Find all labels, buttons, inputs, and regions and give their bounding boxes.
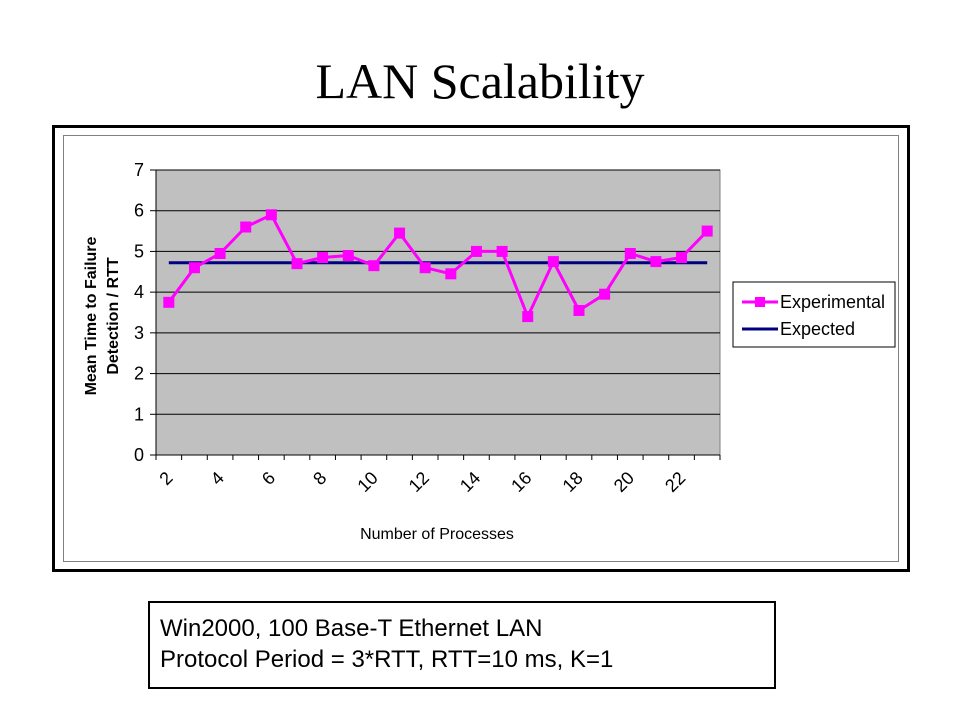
x-tick-label: 14 (456, 468, 484, 496)
data-point-experimental (599, 288, 611, 300)
y-tick-label: 0 (134, 445, 144, 465)
y-tick-label: 3 (134, 323, 144, 343)
y-tick-label: 5 (134, 241, 144, 261)
data-point-experimental (291, 258, 303, 270)
legend: Experimental Expected (732, 281, 896, 348)
data-point-experimental (445, 268, 457, 280)
data-point-experimental (547, 256, 559, 268)
x-tick-label: 2 (155, 468, 176, 489)
data-point-experimental (342, 250, 354, 261)
x-tick-label: 22 (661, 468, 689, 496)
data-point-experimental (573, 304, 585, 316)
data-point-experimental (522, 311, 534, 323)
x-tick-label: 10 (353, 468, 381, 496)
data-point-experimental (624, 247, 636, 259)
x-axis-ticks: 2 4 6 8 10 12 14 16 18 20 22 (155, 454, 721, 496)
y-tick-label: 1 (134, 404, 144, 424)
y-tick-label: 7 (134, 160, 144, 180)
x-tick-label: 12 (405, 468, 433, 496)
x-axis-label: Number of Processes (360, 526, 514, 543)
data-point-experimental (650, 256, 662, 268)
data-point-experimental (496, 245, 508, 257)
y-axis-ticks: 0 1 2 3 4 5 6 7 (134, 160, 157, 465)
x-tick-label: 16 (507, 468, 535, 496)
x-tick-label: 4 (207, 468, 228, 489)
data-point-experimental (163, 296, 175, 308)
plot-area (155, 169, 721, 456)
legend-expected-label: Expected (780, 319, 855, 339)
data-point-experimental (470, 245, 482, 257)
legend-experimental-marker (755, 297, 765, 307)
legend-experimental-label: Experimental (780, 292, 885, 312)
note-line-2: Protocol Period = 3*RTT, RTT=10 ms, K=1 (160, 646, 614, 673)
slide-title: LAN Scalability (315, 53, 645, 109)
data-point-experimental (265, 209, 277, 221)
x-tick-label: 18 (559, 468, 587, 496)
x-tick-label: 20 (610, 468, 638, 496)
series-lines (167, 213, 709, 319)
data-point-experimental (214, 247, 226, 259)
data-point-experimental (240, 221, 252, 233)
x-tick-label: 8 (309, 468, 330, 489)
series-markers (163, 209, 713, 323)
data-point-experimental (394, 227, 406, 239)
series-line-experimental (167, 213, 709, 319)
note-line-1: Win2000, 100 Base-T Ethernet LAN (160, 615, 543, 642)
experiment-settings-note: Win2000, 100 Base-T Ethernet LAN Protoco… (148, 601, 776, 689)
y-axis-label-line2: Detection / RTT (105, 257, 122, 375)
data-point-experimental (317, 252, 329, 264)
y-tick-label: 2 (134, 364, 144, 384)
legend-box (732, 281, 896, 348)
y-tick-label: 4 (134, 282, 144, 302)
y-axis-label-line1: Mean Time to Failure (83, 236, 100, 395)
data-point-experimental (368, 260, 380, 272)
data-point-experimental (188, 262, 200, 274)
y-tick-label: 6 (134, 201, 144, 221)
x-tick-label: 6 (258, 468, 279, 489)
gridlines (156, 169, 720, 415)
data-point-experimental (676, 252, 688, 264)
data-point-experimental (419, 262, 431, 274)
data-point-experimental (701, 225, 713, 237)
